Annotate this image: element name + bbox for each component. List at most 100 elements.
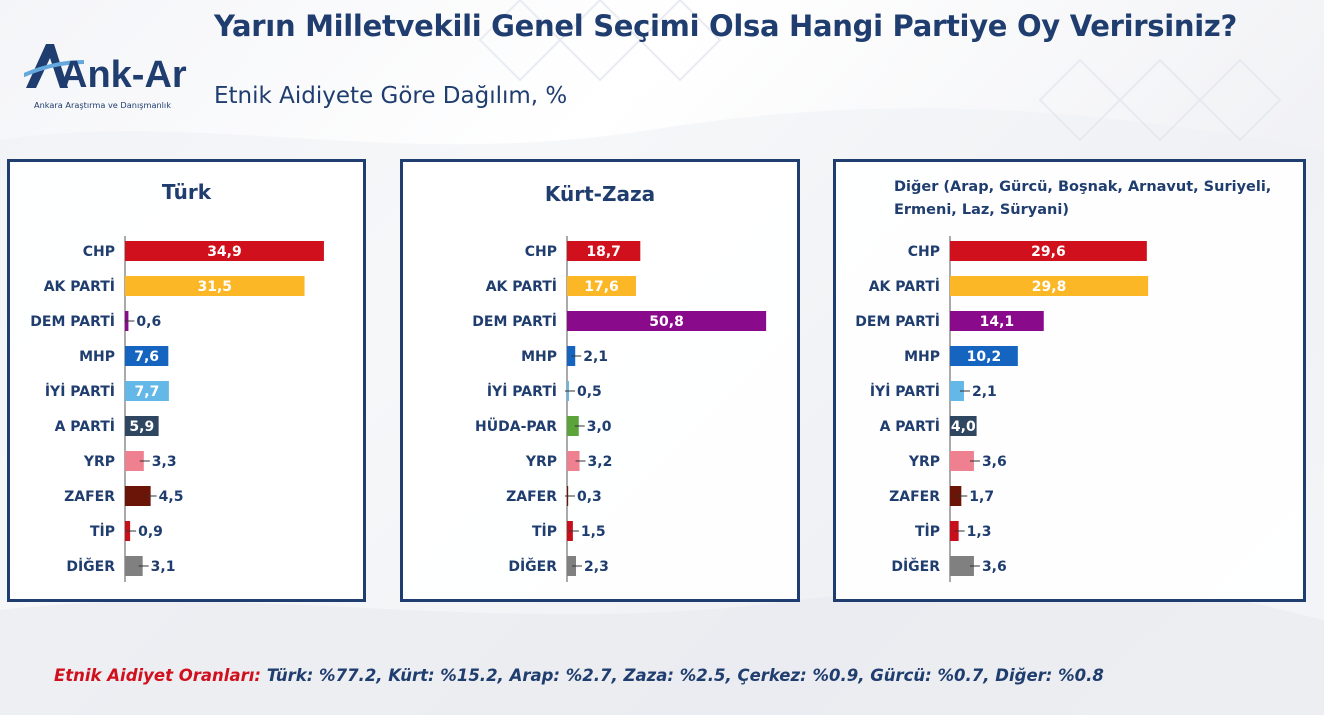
value-label: 0,3 <box>577 489 602 505</box>
value-label: 10,2 <box>967 349 1002 365</box>
category-label: DEM PARTİ <box>472 313 557 330</box>
bar <box>950 416 977 436</box>
bar <box>125 241 324 261</box>
category-label: DEM PARTİ <box>30 313 115 330</box>
category-label: MHP <box>904 349 940 365</box>
chart-panel-diger: Diğer (Arap, Gürcü, Boşnak, Arnavut, Sur… <box>833 159 1306 602</box>
category-label: AK PARTİ <box>486 278 557 295</box>
bar <box>567 451 580 471</box>
category-label: ZAFER <box>506 489 557 505</box>
bar <box>950 276 1149 296</box>
chart-panel-turk: Türk CHP 34,9 AK PARTİ 31,5 DEM PARTİ 0,6 MHP 7… <box>7 159 366 602</box>
logo-tagline: Ankara Araştırma ve Danışmanlık <box>34 100 171 110</box>
category-label: YRP <box>525 454 557 470</box>
bar <box>125 556 143 576</box>
value-label: 1,3 <box>967 524 992 540</box>
bar <box>950 241 1147 261</box>
value-label: 18,7 <box>586 244 621 260</box>
category-label: TİP <box>90 523 115 540</box>
bar <box>950 486 962 506</box>
page-title: Yarın Milletvekili Genel Seçimi Olsa Han… <box>214 9 1237 43</box>
category-label: DİĞER <box>66 557 115 575</box>
bar <box>567 556 577 576</box>
value-label: 4,0 <box>951 419 976 435</box>
ank-ar-logo: Ank-Ar Ankara Araştırma ve Danışmanlık <box>24 44 187 110</box>
category-label: ZAFER <box>64 489 115 505</box>
category-label: CHP <box>83 244 115 260</box>
category-label: DEM PARTİ <box>855 313 940 330</box>
chart-title: Türk <box>161 180 212 204</box>
value-label: 2,1 <box>583 349 608 365</box>
category-label: AK PARTİ <box>44 278 115 295</box>
page-subtitle: Etnik Aidiyete Göre Dağılım, % <box>214 83 568 109</box>
category-label: A PARTİ <box>55 418 115 435</box>
ethnic-ratios-footer: Etnik Aidiyet Oranları: Türk: %77.2, Kür… <box>54 666 1104 685</box>
category-label: AK PARTİ <box>869 278 940 295</box>
value-label: 3,6 <box>982 454 1007 470</box>
value-label: 3,3 <box>152 454 177 470</box>
bar-chart: CHP 18,7 AK PARTİ 17,6 DEM PARTİ 50,8 MHP 2,1 İY… <box>472 236 767 582</box>
bar <box>125 276 305 296</box>
value-label: 29,8 <box>1032 279 1067 295</box>
category-label: MHP <box>521 349 557 365</box>
bar <box>567 311 767 331</box>
value-label: 29,6 <box>1031 244 1066 260</box>
value-label: 2,1 <box>972 384 997 400</box>
value-label: 3,2 <box>588 454 613 470</box>
value-label: 0,6 <box>136 314 161 330</box>
value-label: 34,9 <box>207 244 242 260</box>
bar <box>125 451 144 471</box>
value-label: 3,6 <box>982 559 1007 575</box>
value-label: 3,0 <box>587 419 612 435</box>
category-label: DİĞER <box>508 557 557 575</box>
bar-chart: CHP 29,6 AK PARTİ 29,8 DEM PARTİ 14,1 MHP 10,2 İ… <box>855 236 1149 582</box>
category-label: DİĞER <box>891 557 940 575</box>
bar-chart: CHP 34,9 AK PARTİ 31,5 DEM PARTİ 0,6 MHP 7,6 İYİ… <box>30 236 324 582</box>
chart-title: Kürt-Zaza <box>544 182 656 206</box>
category-label: TİP <box>532 523 557 540</box>
category-label: CHP <box>908 244 940 260</box>
category-label: YRP <box>83 454 115 470</box>
category-label: İYİ PARTİ <box>870 383 940 400</box>
chart-title: Diğer (Arap, Gürcü, Boşnak, Arnavut, Sur… <box>894 179 1272 218</box>
value-label: 3,1 <box>151 559 176 575</box>
bar <box>950 556 974 576</box>
category-label: TİP <box>915 523 940 540</box>
value-label: 1,5 <box>581 524 606 540</box>
value-label: 2,3 <box>584 559 609 575</box>
category-label: ZAFER <box>889 489 940 505</box>
bar <box>567 241 641 261</box>
chart-panel-kurt-zaza: Kürt-Zaza CHP 18,7 AK PARTİ 17,6 DEM PARTİ 50… <box>400 159 800 602</box>
footer-label: Etnik Aidiyet Oranları: <box>54 666 261 685</box>
bar <box>567 346 576 366</box>
value-label: 7,6 <box>134 349 159 365</box>
bar <box>950 451 974 471</box>
value-label: 17,6 <box>584 279 619 295</box>
bar <box>950 346 1018 366</box>
bar <box>567 276 636 296</box>
value-label: 14,1 <box>980 314 1015 330</box>
category-label: İYİ PARTİ <box>45 383 115 400</box>
bar <box>950 521 959 541</box>
bar <box>125 486 151 506</box>
category-label: YRP <box>908 454 940 470</box>
bar <box>125 381 169 401</box>
value-label: 4,5 <box>159 489 184 505</box>
value-label: 50,8 <box>649 314 684 330</box>
category-label: HÜDA-PAR <box>475 417 557 435</box>
footer-text: Türk: %77.2, Kürt: %15.2, Arap: %2.7, Za… <box>260 666 1104 685</box>
value-label: 0,9 <box>138 524 163 540</box>
category-label: A PARTİ <box>880 418 940 435</box>
bar <box>950 381 964 401</box>
value-label: 31,5 <box>198 279 233 295</box>
bar <box>950 311 1044 331</box>
value-label: 5,9 <box>129 419 154 435</box>
bar <box>125 346 169 366</box>
value-label: 7,7 <box>135 384 160 400</box>
bar <box>125 416 159 436</box>
logo-wordmark: Ank-Ar <box>60 54 187 96</box>
bar <box>567 416 579 436</box>
value-label: 1,7 <box>969 489 994 505</box>
category-label: MHP <box>79 349 115 365</box>
category-label: İYİ PARTİ <box>487 383 557 400</box>
